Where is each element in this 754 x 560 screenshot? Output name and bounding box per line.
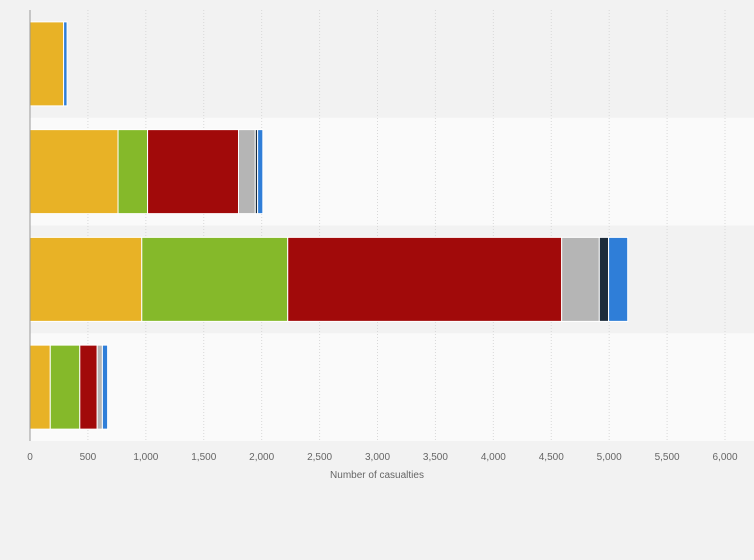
bar-segment [257,129,264,215]
x-tick-label: 3,500 [423,452,448,463]
x-tick-label: 5,000 [597,452,622,463]
bar-segment [238,129,256,215]
category-bands [30,10,754,441]
bar-segment [608,236,629,322]
x-tick-label: 1,500 [191,452,216,463]
bar-segment [287,236,563,322]
x-axis-title: Number of casualties [330,470,424,481]
category-band [30,333,754,441]
bar-segment [29,344,51,430]
bar-segment [117,129,149,215]
bar-segment [141,236,289,322]
x-tick-label: 2,000 [249,452,274,463]
x-tick-label: 0 [27,452,33,463]
x-tick-label: 500 [80,452,97,463]
bar-segment [63,21,68,107]
x-tick-labels: 0 500 1,000 1,500 2,000 2,500 3,000 3,500 4,000 4… [27,452,738,463]
x-tick-label: 5,500 [655,452,680,463]
bar-segment [561,236,600,322]
bar-segment [101,344,109,430]
bar-segment [96,344,103,430]
x-tick-label: 4,000 [481,452,506,463]
x-tick-label: 3,000 [365,452,390,463]
x-tick-label: 4,500 [539,452,564,463]
bar-segment [147,129,239,215]
bar-segment [29,21,65,107]
x-tick-label: 6,000 [712,452,737,463]
bar-segment [49,344,81,430]
bar-segments [29,21,629,430]
bar-segment [79,344,98,430]
category-band [30,10,754,118]
bar-segment [598,236,610,322]
x-tick-label: 2,500 [307,452,332,463]
x-tick-label: 1,000 [133,452,158,463]
bar-segment [29,129,119,215]
bar-segment [29,236,143,322]
